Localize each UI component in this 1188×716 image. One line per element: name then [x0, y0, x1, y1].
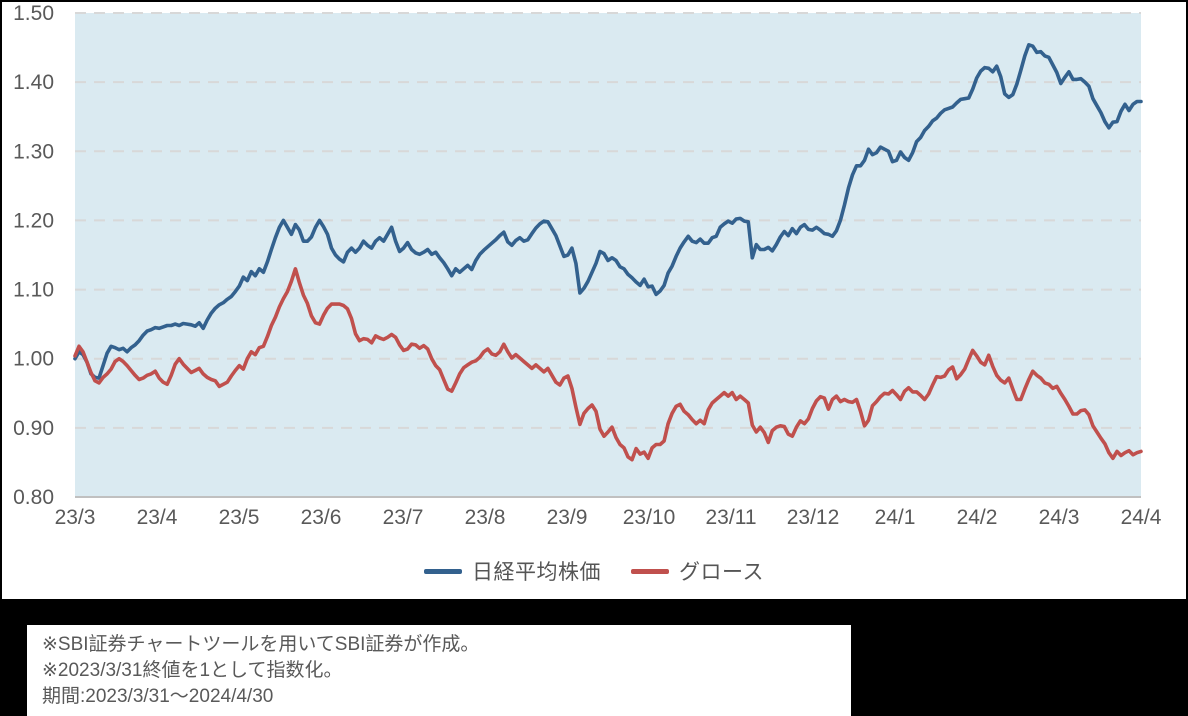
- x-axis-tick-label: 24/2: [957, 506, 998, 529]
- source-note-line-1: ※SBI証券チャートツールを用いてSBI証券が作成。: [42, 634, 480, 655]
- legend-item-nikkei: 日経平均株価: [424, 556, 601, 586]
- x-axis-tick-label: 24/3: [1039, 506, 1080, 529]
- x-axis-tick-label: 23/6: [301, 506, 342, 529]
- nikkei-line-swatch: [424, 568, 463, 574]
- legend-item-growth: グロース: [631, 556, 764, 586]
- y-axis-tick-label: 0.80: [13, 486, 54, 509]
- x-axis-tick-label: 23/8: [465, 506, 506, 529]
- nikkei-legend-label: 日経平均株価: [472, 561, 602, 584]
- x-axis-tick-label: 24/1: [875, 506, 916, 529]
- x-axis-tick-label: 23/3: [55, 506, 96, 529]
- x-axis-tick-label: 23/10: [623, 506, 676, 529]
- source-note-line-3: 期間:2023/3/31～2024/4/30: [42, 686, 274, 707]
- y-axis-tick-label: 1.30: [13, 140, 54, 163]
- growth-line-swatch: [631, 568, 670, 574]
- y-axis-tick-label: 1.50: [13, 2, 54, 25]
- x-axis-tick-label: 23/7: [383, 506, 424, 529]
- growth-legend-label: グロース: [679, 561, 764, 584]
- price-index-line-chart: 0.80 0.90 1.00 1.10 1.20 1.30 1.40 1.50 23/3 23/4…: [13, 2, 1162, 529]
- nikkei-series-line: [73, 42, 1143, 380]
- x-axis-tick-label: 24/4: [1121, 506, 1162, 529]
- x-axis-tick-label: 23/5: [219, 506, 260, 529]
- y-axis-tick-label: 1.20: [13, 209, 54, 232]
- x-axis-tick-label: 23/4: [137, 506, 178, 529]
- source-note-box: ※SBI証券チャートツールを用いてSBI証券が作成。 ※2023/3/31終値を…: [27, 625, 851, 716]
- chart-legend: 日経平均株価 グロース: [2, 556, 1186, 586]
- plot-area: [75, 13, 1141, 497]
- x-axis-tick-label: 23/9: [547, 506, 588, 529]
- x-axis-tick-label: 23/12: [787, 506, 840, 529]
- y-axis-tick-label: 1.00: [13, 348, 54, 371]
- y-axis-tick-label: 0.90: [13, 417, 54, 440]
- index-comparison-chart-card: 0.80 0.90 1.00 1.10 1.20 1.30 1.40 1.50 23/3 23/4…: [2, 2, 1186, 599]
- y-axis-tick-label: 1.40: [13, 71, 54, 94]
- growth-series-line: [73, 266, 1143, 462]
- source-note-line-2: ※2023/3/31終値を1として指数化。: [42, 660, 343, 681]
- x-axis-tick-label: 23/11: [706, 506, 757, 529]
- y-axis-tick-label: 1.10: [13, 279, 54, 302]
